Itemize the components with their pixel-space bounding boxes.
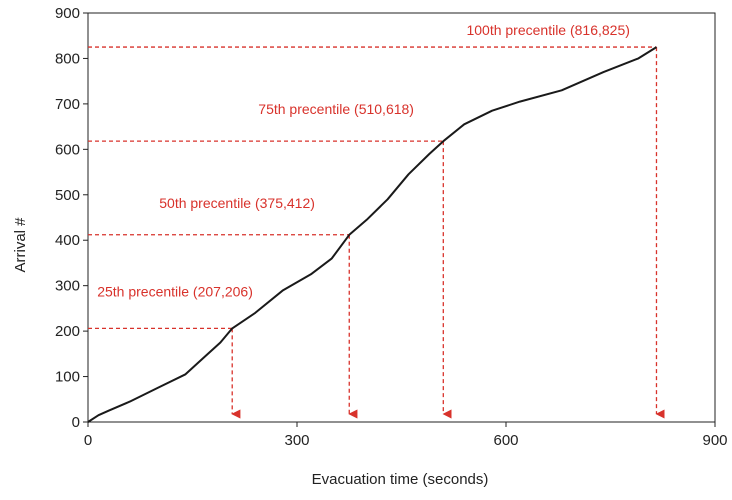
x-tick-label: 900 xyxy=(702,432,727,449)
y-tick-label: 100 xyxy=(55,369,80,386)
y-tick-label: 0 xyxy=(72,414,80,431)
y-tick-label: 800 xyxy=(55,50,80,67)
y-tick-label: 700 xyxy=(55,96,80,113)
percentile-label: 100th precentile (816,825) xyxy=(466,22,629,38)
y-tick-label: 400 xyxy=(55,232,80,249)
x-tick-label: 600 xyxy=(493,432,518,449)
y-tick-label: 600 xyxy=(55,141,80,158)
y-tick-label: 500 xyxy=(55,187,80,204)
plot-frame xyxy=(87,12,716,423)
percentile-label: 50th precentile (375,412) xyxy=(159,195,315,211)
y-tick-label: 900 xyxy=(55,5,80,22)
percentile-label: 75th precentile (510,618) xyxy=(258,101,414,117)
x-axis-title: Evacuation time (seconds) xyxy=(312,471,489,488)
x-tick-label: 0 xyxy=(84,432,92,449)
arrival-curve xyxy=(87,46,658,423)
y-tick-label: 300 xyxy=(55,278,80,295)
x-tick-label: 300 xyxy=(284,432,309,449)
y-tick-label: 200 xyxy=(55,323,80,340)
percentile-label: 25th precentile (207,206) xyxy=(97,283,253,299)
y-axis-title: Arrival # xyxy=(12,217,29,273)
